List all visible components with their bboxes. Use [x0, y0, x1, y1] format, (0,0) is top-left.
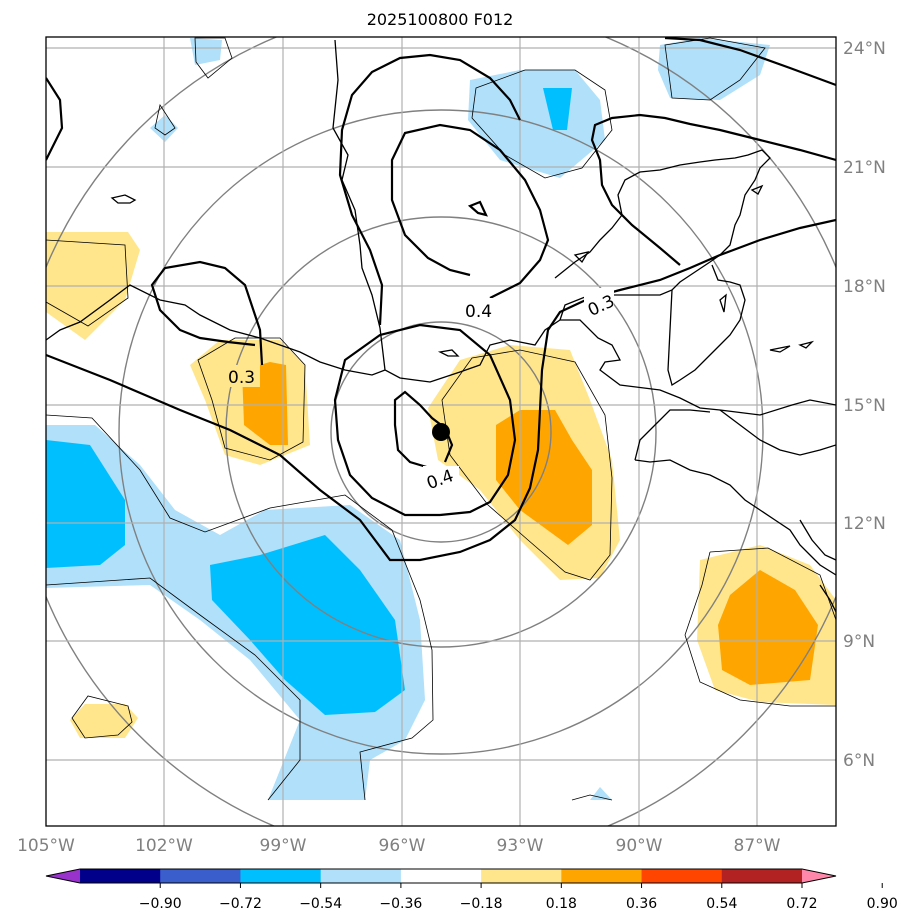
contour-label-0-4-north: 0.4	[465, 302, 492, 322]
colorbar-segment	[80, 869, 161, 883]
graticule	[46, 37, 836, 826]
lon-label-87w: 87°W	[734, 836, 781, 856]
lon-label-105w: 105°W	[17, 836, 75, 856]
colorbar-segment	[481, 869, 562, 883]
cb-tick-label: −0.36	[379, 896, 422, 912]
lat-label-24n: 24°N	[843, 39, 886, 59]
cb-tick-label: 0.36	[626, 896, 657, 912]
map-frame	[45, 36, 837, 827]
lat-label-15n: 15°N	[843, 396, 886, 416]
map-panel: 0.4 0.3 0.4 0.3	[46, 37, 836, 826]
colorbar-extend-high	[802, 869, 836, 883]
contour-small-loop	[467, 200, 488, 217]
colorbar-segment	[320, 869, 402, 883]
contour-label-group: 0.4 0.3 0.4 0.3	[226, 288, 618, 494]
coastlines	[46, 39, 836, 613]
cb-tick-label: −0.90	[139, 896, 182, 912]
longitude-labels: 105°W 102°W 99°W 96°W 93°W 90°W 87°W	[17, 836, 781, 856]
cb-tick-label: −0.18	[460, 896, 503, 912]
map-title: 2025100800 F012	[366, 10, 514, 29]
lon-label-102w: 102°W	[135, 836, 193, 856]
lon-label-90w: 90°W	[616, 836, 663, 856]
colorbar-outline	[45, 868, 837, 884]
storm-center-marker	[432, 423, 450, 441]
cb-tick-label: 0.18	[546, 896, 577, 912]
colorbar-segment	[240, 869, 322, 883]
cb-tick-label: −0.72	[219, 896, 262, 912]
field-contours	[46, 37, 836, 562]
colorbar-segment	[641, 869, 723, 883]
cb-tick-label: 0.90	[867, 896, 898, 912]
shading-deep-sky-blue	[46, 88, 572, 715]
colorbar-extend-low	[46, 869, 80, 883]
range-rings	[46, 37, 836, 826]
colorbar: −0.90 −0.72 −0.54 −0.36 −0.18 0.18 0.36 …	[45, 868, 898, 912]
cb-tick-label: 0.72	[786, 896, 817, 912]
colorbar-segment	[160, 869, 241, 883]
lon-label-96w: 96°W	[379, 836, 426, 856]
latitude-labels: 24°N 21°N 18°N 15°N 12°N 9°N 6°N	[843, 39, 886, 771]
colorbar-ticks	[159, 883, 883, 888]
shading-outlines	[46, 37, 836, 801]
colorbar-segment	[400, 869, 482, 883]
cb-tick-label: 0.54	[706, 896, 737, 912]
lon-label-93w: 93°W	[497, 836, 544, 856]
cb-tick-label: −0.54	[299, 896, 342, 912]
contour-label-0-3-west: 0.3	[228, 368, 255, 388]
colorbar-tick-labels: −0.90 −0.72 −0.54 −0.36 −0.18 0.18 0.36 …	[139, 896, 898, 912]
lat-label-18n: 18°N	[843, 277, 886, 297]
colorbar-segments	[46, 869, 836, 883]
lat-label-12n: 12°N	[843, 514, 886, 534]
colorbar-segment	[721, 869, 803, 883]
lat-label-21n: 21°N	[843, 158, 886, 178]
lat-label-6n: 6°N	[843, 751, 875, 771]
lon-label-99w: 99°W	[260, 836, 307, 856]
lat-label-9n: 9°N	[843, 632, 875, 652]
colorbar-segment	[561, 869, 643, 883]
